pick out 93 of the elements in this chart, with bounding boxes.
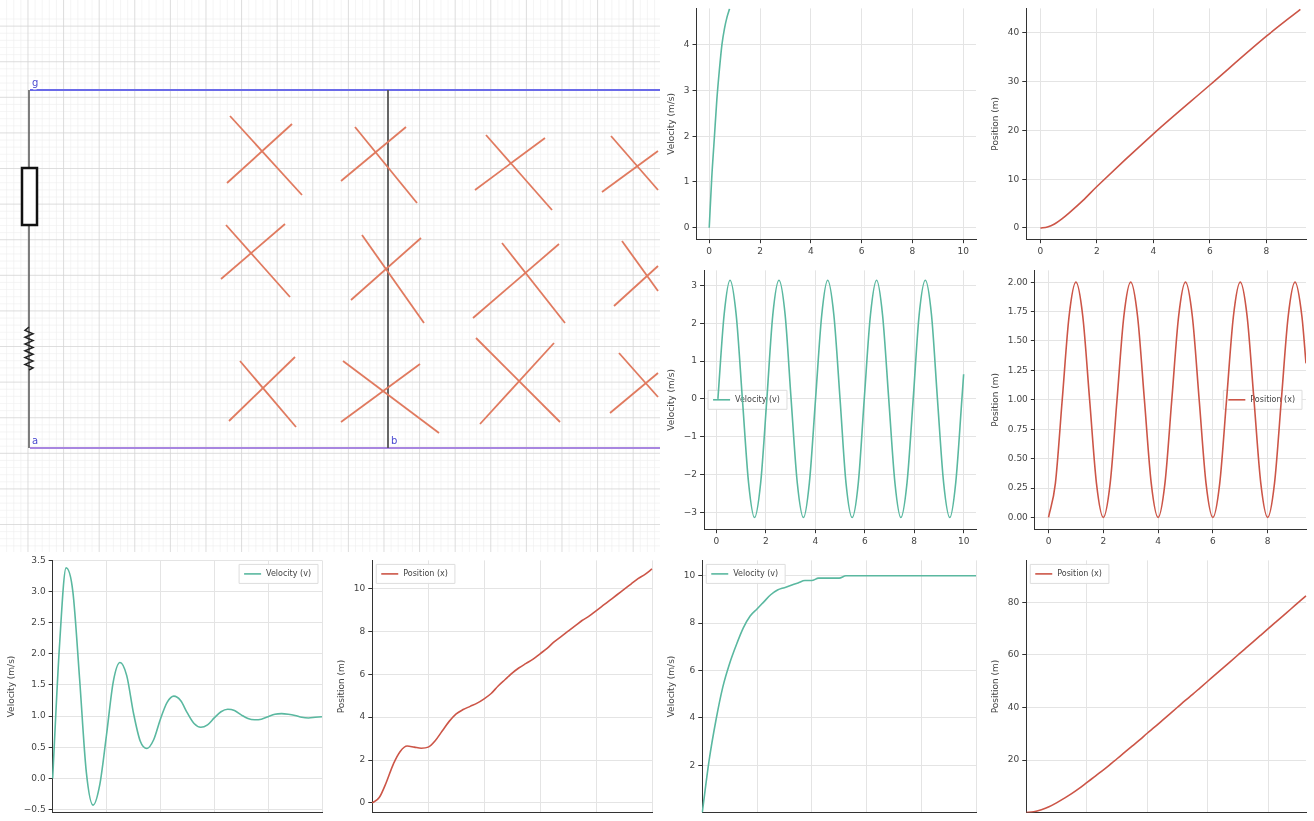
y-tick-label: 8 (689, 617, 696, 628)
x-tick-label: 10 (957, 245, 970, 256)
x-tick-label: 2 (1094, 245, 1100, 256)
y-tick-label: 0 (359, 797, 366, 808)
x-tick-label: 8 (1263, 245, 1270, 256)
line-series (1039, 8, 1302, 229)
y-tick-label: 20 (1007, 754, 1020, 765)
x-tick-label: 6 (1207, 245, 1214, 256)
y-tick-label: 2 (683, 130, 690, 141)
y-tick-label: −3 (683, 506, 698, 517)
y-tick-label: 1.25 (1007, 364, 1028, 375)
y-axis-title: Velocity (m/s) (665, 655, 676, 718)
y-tick-label: 3 (683, 84, 690, 95)
y-axis-title: Velocity (m/s) (665, 368, 676, 431)
y-axis-title: Velocity (m/s) (665, 92, 676, 155)
legend-label: Velocity (v) (266, 568, 311, 578)
y-axis-title: Position (m) (989, 372, 1000, 427)
x-tick-label: 6 (1210, 535, 1217, 546)
x-tick-label: 4 (807, 245, 814, 256)
y-tick-label: 0 (691, 393, 698, 404)
y-tick-label: 3 (691, 279, 698, 290)
y-tick-label: 1.00 (1007, 394, 1029, 405)
y-tick-label: 1 (691, 355, 698, 366)
y-tick-label: −0.5 (23, 803, 46, 814)
text: a (32, 435, 39, 446)
y-tick-label: 2.0 (31, 648, 46, 659)
y-tick-label: 10 (1007, 173, 1020, 184)
y-tick-label: 3.0 (31, 585, 46, 596)
y-axis-title: Position (m) (989, 659, 1000, 714)
y-tick-label: 8 (359, 625, 366, 636)
x-tick-label: 0 (1037, 245, 1044, 256)
x-tick-label: 2 (1100, 535, 1107, 546)
y-tick-label: −2 (683, 468, 698, 479)
x-tick-label: 0 (713, 535, 720, 546)
line-series (708, 8, 731, 229)
text: g (32, 77, 39, 88)
y-tick-label: 0.75 (1007, 423, 1028, 434)
y-tick-label: 0 (683, 222, 690, 233)
y-tick-label: 40 (1007, 701, 1020, 712)
y-tick-label: 0.0 (31, 772, 46, 783)
y-tick-label: −1 (683, 430, 698, 441)
legend-label: Velocity (v) (733, 568, 779, 578)
x-tick-label: 0 (706, 245, 713, 256)
y-tick-label: 0.00 (1007, 511, 1029, 522)
x-tick-label: 4 (812, 535, 819, 546)
legend-label: Position (x) (403, 568, 448, 578)
y-tick-label: 4 (683, 38, 690, 49)
y-tick-label: 6 (689, 664, 696, 675)
y-axis-title: Position (m) (989, 96, 1000, 151)
y-tick-label: 40 (1007, 27, 1020, 38)
y-tick-label: 30 (1007, 75, 1020, 86)
x-tick-label: 6 (861, 535, 868, 546)
y-tick-label: 3.5 (31, 554, 46, 565)
y-tick-label: 2 (691, 317, 698, 328)
x-tick-label: 8 (911, 535, 918, 546)
x-tick-label: 8 (1264, 535, 1271, 546)
line-series (1047, 281, 1306, 519)
x-tick-label: 10 (957, 535, 970, 546)
x-tick-label: 6 (858, 245, 865, 256)
y-tick-label: 2.00 (1007, 276, 1029, 287)
y-tick-label: 20 (1007, 124, 1020, 135)
y-tick-label: 1.75 (1007, 305, 1028, 316)
line-series (51, 567, 323, 806)
y-axis-title: Velocity (m/s) (5, 655, 16, 718)
y-tick-label: 80 (1007, 596, 1020, 607)
y-tick-label: 1 (683, 176, 690, 187)
text: b (391, 435, 398, 446)
y-tick-label: 0.5 (31, 741, 46, 752)
x-tick-label: 2 (763, 535, 769, 546)
y-tick-label: 2 (689, 759, 696, 770)
y-tick-label: 0.25 (1007, 482, 1028, 493)
y-tick-label: 1.5 (31, 679, 46, 690)
line-series (371, 568, 653, 804)
y-axis-title: Position (m) (335, 659, 346, 714)
y-tick-label: 4 (689, 712, 696, 723)
y-tick-label: 1.0 (31, 710, 46, 721)
x-tick-label: 2 (757, 245, 763, 256)
y-tick-label: 10 (683, 570, 696, 581)
x-tick-label: 8 (909, 245, 916, 256)
x-tick-label: 4 (1150, 245, 1157, 256)
x-tick-label: 0 (1045, 535, 1052, 546)
y-tick-label: 2 (359, 754, 366, 765)
y-tick-label: 1.50 (1007, 335, 1029, 346)
y-tick-label: 6 (359, 668, 366, 679)
legend-label: Position (x) (1057, 568, 1102, 578)
line-series (717, 279, 965, 519)
y-tick-label: 0 (1013, 222, 1020, 233)
y-tick-label: 10 (353, 582, 366, 593)
y-tick-label: 2.5 (31, 617, 46, 628)
y-tick-label: 0.50 (1007, 452, 1029, 463)
y-tick-label: 4 (359, 711, 366, 722)
x-tick-label: 4 (1155, 535, 1162, 546)
y-tick-label: 60 (1007, 649, 1020, 660)
